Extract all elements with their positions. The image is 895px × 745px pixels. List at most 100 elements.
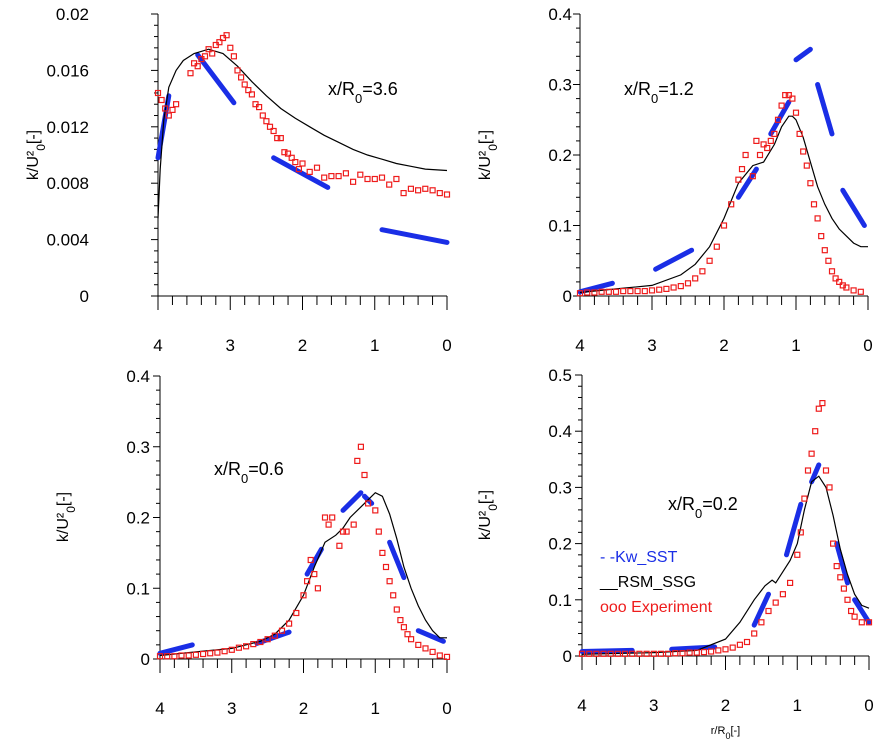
experiment-marker xyxy=(672,650,679,657)
experiment-marker xyxy=(686,649,693,656)
experiment-marker xyxy=(201,53,209,60)
experiment-marker xyxy=(720,222,728,229)
experiment-marker xyxy=(304,578,311,585)
experiment-marker xyxy=(578,650,586,657)
series-dash-kw-sst xyxy=(379,227,450,245)
experiment-marker xyxy=(250,640,257,648)
y-axis-label: k/U²0[-] xyxy=(477,490,500,540)
experiment-marker xyxy=(743,638,751,646)
experiment-marker xyxy=(173,101,180,108)
experiment-marker xyxy=(800,148,807,155)
experiment-marker xyxy=(321,514,329,521)
x-tick-label: 1 xyxy=(370,336,379,355)
y-tick-label: 0.4 xyxy=(548,422,572,441)
experiment-marker xyxy=(284,150,292,157)
x-tick-label: 3 xyxy=(647,336,656,355)
experiment-marker xyxy=(328,173,335,180)
experiment-marker xyxy=(600,650,607,657)
experiment-marker xyxy=(728,201,735,208)
experiment-marker xyxy=(311,570,318,578)
x-tick-label: 4 xyxy=(577,696,586,715)
experiment-marker xyxy=(650,650,657,657)
experiment-marker xyxy=(361,471,368,479)
experiment-marker xyxy=(832,275,839,282)
experiment-marker xyxy=(598,288,605,295)
experiment-marker xyxy=(422,645,429,652)
experiment-marker xyxy=(436,652,443,659)
experiment-marker xyxy=(843,284,850,291)
experiment-marker xyxy=(264,636,271,643)
series-dash-kw-sst xyxy=(784,501,804,558)
y-tick-label: 0.4 xyxy=(548,5,572,24)
series-line-rsm-ssg xyxy=(159,491,447,657)
experiment-marker xyxy=(393,175,400,183)
series-dash-kw-sst xyxy=(669,644,718,652)
experiment-marker xyxy=(764,144,771,152)
experiment-marker xyxy=(390,592,397,599)
experiment-marker xyxy=(808,450,815,457)
x-tick-label: 1 xyxy=(793,696,802,715)
experiment-marker xyxy=(729,644,736,651)
experiment-marker xyxy=(185,652,192,659)
series-dash-kw-sst xyxy=(387,539,407,581)
experiment-marker xyxy=(794,551,801,558)
experiment-marker xyxy=(375,528,382,535)
experiment-marker xyxy=(325,521,332,528)
experiment-marker xyxy=(214,649,221,656)
experiment-marker xyxy=(158,96,165,104)
experiment-marker xyxy=(378,174,386,181)
experiment-marker xyxy=(833,562,840,570)
experiment-marker xyxy=(408,636,415,643)
y-tick-label: 0 xyxy=(141,650,150,669)
experiment-marker xyxy=(847,607,855,615)
experiment-marker xyxy=(295,166,302,173)
experiment-marker xyxy=(209,50,216,57)
experiment-marker xyxy=(865,619,873,626)
experiment-marker xyxy=(656,286,663,293)
experiment-marker xyxy=(300,592,307,599)
experiment-marker xyxy=(386,181,393,188)
experiment-marker xyxy=(257,638,264,646)
experiment-marker xyxy=(234,67,241,74)
experiment-marker xyxy=(677,283,684,290)
experiment-marker xyxy=(620,288,627,295)
experiment-marker xyxy=(828,268,836,275)
experiment-marker xyxy=(607,650,614,657)
experiment-marker xyxy=(443,191,451,198)
panel-annotation: x/R0=0.6 xyxy=(214,459,284,486)
experiment-marker xyxy=(200,650,207,658)
experiment-marker xyxy=(586,650,593,657)
experiment-marker xyxy=(819,400,826,407)
x-tick-label: 0 xyxy=(864,696,873,715)
experiment-marker xyxy=(187,70,194,77)
experiment-marker xyxy=(335,173,342,180)
y-tick-label: 0.016 xyxy=(46,61,89,80)
experiment-marker xyxy=(749,173,756,180)
experiment-marker xyxy=(593,650,600,657)
experiment-marker xyxy=(837,574,844,581)
x-tick-label: 0 xyxy=(442,699,451,718)
experiment-marker xyxy=(266,123,274,130)
experiment-marker xyxy=(350,521,357,528)
x-tick-label: 3 xyxy=(226,336,235,355)
experiment-marker xyxy=(844,596,851,603)
experiment-marker xyxy=(277,135,284,142)
experiment-marker xyxy=(171,653,178,660)
experiment-marker xyxy=(270,127,277,135)
experiment-marker xyxy=(821,247,828,254)
y-tick-label: 0.4 xyxy=(126,367,150,386)
experiment-marker xyxy=(857,288,864,295)
experiment-marker xyxy=(364,175,371,183)
experiment-marker xyxy=(281,149,288,156)
x-axis-label: r/R0[-] xyxy=(711,725,740,741)
y-tick-label: 0.1 xyxy=(548,217,572,236)
series-line-rsm-ssg xyxy=(579,115,868,294)
experiment-marker xyxy=(223,32,230,39)
y-tick-label: 0.2 xyxy=(548,146,572,165)
experiment-marker xyxy=(664,650,672,657)
experiment-marker xyxy=(372,507,379,514)
x-tick-label: 2 xyxy=(299,699,308,718)
experiment-marker xyxy=(156,653,164,660)
experiment-marker xyxy=(826,484,833,491)
experiment-marker xyxy=(169,106,176,114)
